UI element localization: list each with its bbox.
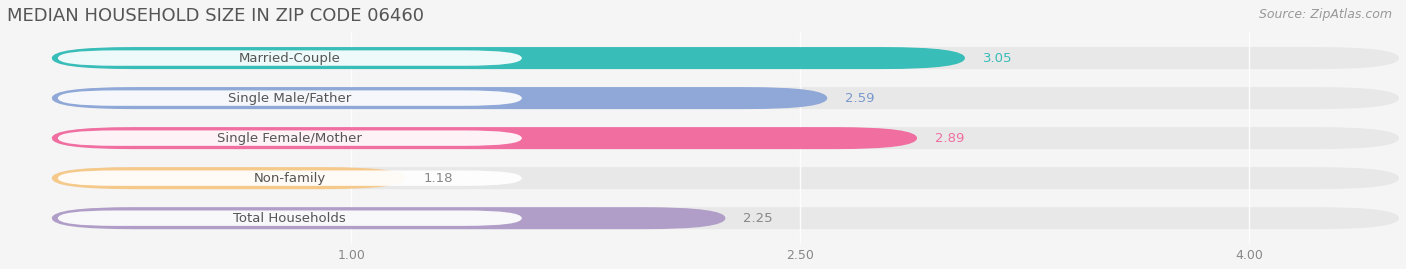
FancyBboxPatch shape — [52, 127, 1399, 149]
Text: Non-family: Non-family — [253, 172, 326, 185]
FancyBboxPatch shape — [52, 167, 1399, 189]
Text: Source: ZipAtlas.com: Source: ZipAtlas.com — [1258, 8, 1392, 21]
FancyBboxPatch shape — [58, 130, 522, 146]
Text: 2.59: 2.59 — [845, 92, 875, 105]
Text: 2.25: 2.25 — [744, 212, 773, 225]
FancyBboxPatch shape — [52, 47, 965, 69]
FancyBboxPatch shape — [52, 207, 1399, 229]
FancyBboxPatch shape — [58, 50, 522, 66]
Text: 1.18: 1.18 — [423, 172, 453, 185]
Text: Single Female/Mother: Single Female/Mother — [218, 132, 363, 145]
FancyBboxPatch shape — [52, 207, 725, 229]
FancyBboxPatch shape — [58, 171, 522, 186]
FancyBboxPatch shape — [52, 87, 827, 109]
FancyBboxPatch shape — [58, 210, 522, 226]
Text: MEDIAN HOUSEHOLD SIZE IN ZIP CODE 06460: MEDIAN HOUSEHOLD SIZE IN ZIP CODE 06460 — [7, 7, 425, 25]
FancyBboxPatch shape — [52, 87, 1399, 109]
FancyBboxPatch shape — [52, 127, 917, 149]
FancyBboxPatch shape — [52, 167, 405, 189]
Text: Single Male/Father: Single Male/Father — [228, 92, 352, 105]
Text: Total Households: Total Households — [233, 212, 346, 225]
Text: Married-Couple: Married-Couple — [239, 52, 340, 65]
Text: 2.89: 2.89 — [935, 132, 965, 145]
FancyBboxPatch shape — [58, 90, 522, 106]
FancyBboxPatch shape — [52, 47, 1399, 69]
Text: 3.05: 3.05 — [983, 52, 1012, 65]
